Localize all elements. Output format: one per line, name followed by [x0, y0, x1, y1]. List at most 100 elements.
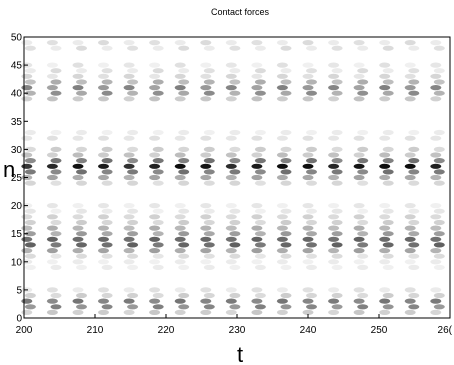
heatmap-cell	[404, 225, 416, 231]
heatmap-cell	[353, 96, 365, 102]
heatmap-cell	[306, 292, 317, 299]
heatmap-cell	[127, 231, 139, 237]
heatmap-cell	[21, 214, 33, 220]
heatmap-cell	[225, 163, 237, 169]
heatmap-cell	[251, 62, 263, 68]
heatmap-cell	[127, 219, 139, 226]
heatmap-cell	[21, 163, 33, 169]
heatmap-cell	[331, 68, 343, 74]
heatmap-cell	[331, 45, 343, 51]
heatmap-cell	[203, 146, 215, 152]
heatmap-cell	[101, 129, 113, 136]
heatmap-cell	[149, 236, 161, 242]
heatmap-cell	[430, 298, 442, 304]
heatmap-cell	[24, 253, 36, 259]
heatmap-cell	[225, 236, 237, 242]
heatmap-cell	[178, 219, 190, 226]
heatmap-cell	[331, 79, 343, 85]
heatmap-cell	[152, 231, 164, 237]
heatmap-cell	[433, 129, 445, 136]
heatmap-cell	[200, 298, 212, 304]
heatmap-cell	[276, 248, 288, 254]
heatmap-cell	[251, 236, 263, 242]
heatmap-cell	[225, 152, 237, 158]
heatmap-cell	[98, 203, 109, 209]
heatmap-cell	[306, 253, 317, 259]
heatmap-cell	[408, 129, 420, 136]
heatmap-cell	[331, 231, 343, 237]
heatmap-cell	[379, 163, 391, 169]
heatmap-cell	[331, 242, 343, 248]
heatmap-cell	[50, 219, 62, 226]
y-tick-label: 30	[11, 145, 23, 156]
heatmap-cell	[430, 174, 442, 181]
y-axis-label: n	[3, 157, 15, 182]
heatmap-cell	[174, 298, 186, 304]
heatmap-cell	[382, 180, 394, 186]
heatmap-cell	[328, 225, 340, 231]
heatmap-cell	[328, 298, 340, 304]
heatmap-cell	[24, 180, 36, 186]
heatmap-cell	[357, 242, 369, 248]
heatmap-cell	[123, 135, 135, 141]
heatmap-cell	[251, 248, 263, 254]
heatmap-cell	[382, 264, 394, 270]
x-tick-label: 250	[371, 325, 388, 336]
y-axis: 0 5 10 15 20 25 30 35 40 45 50	[11, 33, 28, 325]
heatmap-cell	[149, 248, 161, 254]
heatmap-cell	[331, 219, 343, 226]
heatmap-cell	[76, 180, 87, 186]
heatmap-cell	[382, 90, 394, 96]
heatmap-cell	[382, 304, 394, 310]
heatmap-cell	[280, 231, 292, 237]
heatmap-cell	[302, 73, 314, 79]
heatmap-cell	[152, 169, 164, 175]
heatmap-cell	[225, 259, 237, 265]
heatmap-cell	[149, 96, 161, 102]
heatmap-cell	[404, 96, 416, 102]
heatmap-cell	[152, 90, 164, 96]
heatmap-cell	[174, 225, 186, 231]
heatmap-cell	[328, 73, 340, 79]
heatmap-cell	[152, 158, 164, 164]
heatmap-cell	[24, 292, 36, 299]
heatmap-cell	[50, 242, 62, 248]
heatmap-cell	[203, 219, 215, 226]
heatmap-cell	[123, 287, 135, 293]
heatmap-cell	[306, 180, 317, 186]
heatmap-cell	[72, 96, 84, 102]
heatmap-cell	[46, 203, 58, 209]
heatmap-cell	[433, 231, 445, 237]
heatmap-cell	[50, 45, 62, 51]
heatmap-cell	[353, 298, 365, 304]
heatmap-cell	[123, 73, 135, 79]
heatmap-cell	[433, 158, 445, 164]
heatmap-cell	[24, 90, 36, 96]
heatmap-cell	[254, 169, 266, 175]
heatmap-cell	[200, 135, 212, 141]
heatmap-cell	[178, 79, 190, 85]
heatmap-cell	[280, 90, 292, 96]
heatmap-cell	[24, 264, 36, 270]
heatmap-cell	[174, 85, 186, 91]
heatmap-cell	[328, 236, 340, 242]
heatmap-cell	[24, 219, 36, 226]
heatmap-cell	[404, 135, 416, 141]
heatmap-cell	[280, 68, 292, 74]
heatmap-cell	[379, 298, 391, 304]
heatmap-cell	[200, 214, 212, 220]
heatmap-cell	[357, 264, 369, 270]
heatmap-cell	[328, 96, 340, 102]
heatmap-cell	[430, 152, 442, 158]
heatmap-cell	[123, 236, 135, 242]
heatmap-cell	[127, 253, 139, 259]
heatmap-cell	[254, 231, 266, 237]
heatmap-cell	[123, 85, 135, 91]
heatmap-cell	[200, 236, 212, 242]
heatmap-cell	[46, 259, 58, 265]
heatmap-cell	[276, 73, 288, 79]
heatmap-cell	[328, 309, 340, 315]
heatmap-cell	[433, 169, 445, 175]
heatmap-cell	[357, 304, 369, 310]
